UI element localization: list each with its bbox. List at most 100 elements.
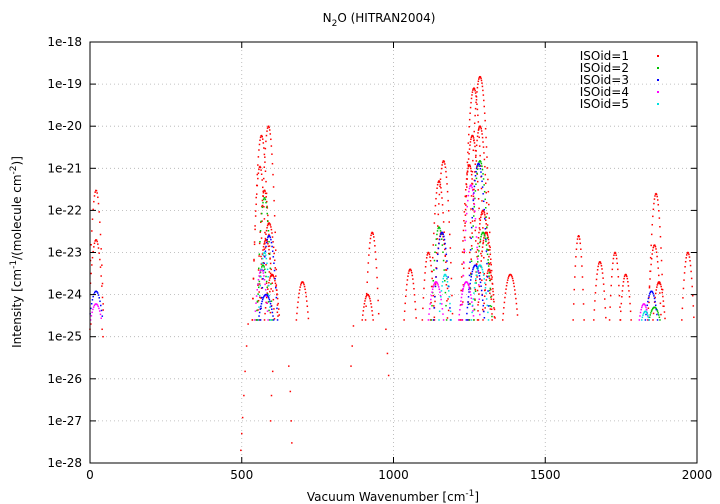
data-point [271, 250, 274, 252]
data-point [467, 199, 469, 202]
data-point [576, 238, 579, 240]
data-point [424, 272, 426, 274]
data-point [254, 215, 257, 217]
data-point [99, 313, 102, 316]
data-point [259, 275, 261, 278]
data-point [502, 312, 505, 315]
data-point [464, 195, 467, 198]
data-point [515, 302, 518, 305]
data-point [92, 208, 94, 211]
data-point [370, 234, 372, 237]
data-point [269, 133, 272, 135]
data-point [441, 232, 444, 234]
data-point [482, 200, 485, 203]
data-point [650, 310, 653, 312]
data-point [446, 183, 448, 185]
data-point [370, 232, 373, 235]
data-point [90, 307, 92, 310]
data-point [474, 163, 477, 165]
data-point [270, 241, 273, 244]
data-point [650, 312, 652, 314]
data-point [646, 312, 648, 315]
data-point [471, 311, 473, 314]
data-point [489, 253, 492, 256]
data-point [507, 277, 509, 279]
data-point [267, 243, 269, 245]
data-point [468, 291, 470, 293]
x-tick-label: 1500 [530, 468, 561, 482]
data-point [474, 90, 476, 92]
data-point [258, 242, 261, 245]
data-point [264, 147, 267, 150]
data-point [460, 289, 462, 292]
data-point [265, 206, 268, 209]
data-point [487, 305, 490, 307]
data-point [473, 265, 475, 268]
data-point [445, 275, 448, 278]
data-point [274, 282, 277, 285]
data-point [443, 235, 445, 238]
data-point [492, 287, 494, 290]
data-point [438, 310, 441, 313]
data-point [260, 263, 263, 265]
data-point [100, 317, 102, 319]
data-point [615, 254, 617, 256]
data-point [446, 260, 448, 262]
data-point [652, 293, 655, 295]
data-point [475, 278, 477, 280]
data-point [94, 303, 96, 306]
data-point [97, 243, 99, 245]
data-point [257, 319, 260, 321]
data-point [440, 167, 443, 170]
data-point [479, 160, 482, 162]
data-point [263, 319, 266, 321]
data-point [659, 292, 661, 294]
data-point [409, 268, 412, 271]
data-point [440, 191, 443, 194]
data-point [276, 297, 279, 300]
data-point [474, 92, 477, 94]
data-point [269, 319, 272, 321]
data-point [479, 281, 482, 284]
data-point [468, 274, 471, 277]
data-point [257, 269, 260, 271]
data-point [478, 207, 480, 210]
data-point [479, 271, 482, 274]
data-point [681, 307, 684, 310]
data-point [434, 213, 436, 215]
data-point [488, 289, 491, 292]
data-point [275, 284, 278, 286]
data-point [253, 243, 256, 246]
data-point [442, 233, 445, 235]
data-point [480, 77, 482, 80]
data-point [654, 292, 657, 295]
data-point [482, 94, 485, 96]
data-point [663, 305, 665, 308]
data-point [266, 224, 269, 227]
data-point [483, 278, 485, 280]
data-point [472, 310, 474, 312]
data-point [478, 161, 480, 163]
data-point [468, 187, 471, 190]
data-point [473, 203, 476, 206]
data-point [658, 281, 661, 283]
data-point [596, 269, 599, 271]
data-point [371, 314, 374, 316]
data-point [468, 251, 471, 254]
data-point [484, 227, 487, 230]
data-point [414, 300, 416, 303]
y-tick-label: 1e-24 [47, 288, 82, 302]
data-point [439, 183, 442, 186]
data-point [462, 285, 465, 288]
data-point [437, 253, 439, 256]
data-point [260, 173, 263, 175]
data-point [433, 307, 435, 309]
data-point [254, 319, 256, 321]
data-point [481, 299, 484, 301]
data-point [307, 311, 309, 313]
data-point [258, 280, 261, 283]
data-point [351, 345, 353, 347]
data-point [428, 252, 430, 254]
data-point [483, 317, 486, 319]
data-point [270, 145, 273, 147]
